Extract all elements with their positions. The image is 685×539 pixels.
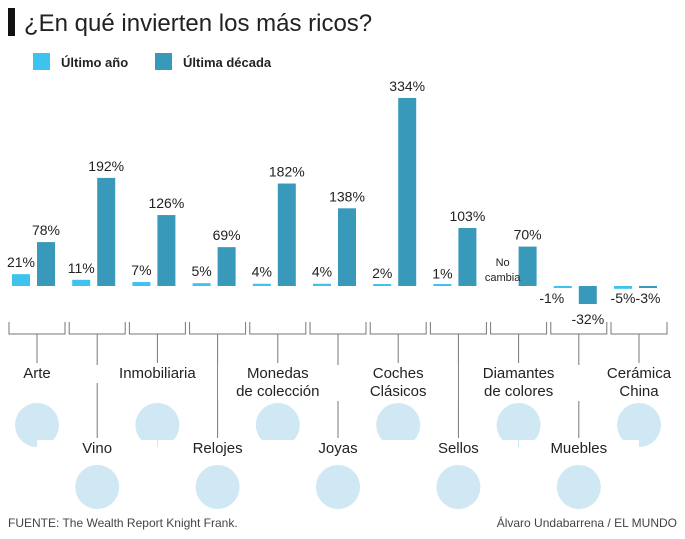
value-label: 103% [449,208,485,224]
category-icon [496,403,541,447]
category-label: Vino [37,440,158,458]
legend-label: Última década [183,55,272,70]
value-label: 2% [372,265,392,281]
bar [553,286,572,288]
category-label: Arte [0,365,97,383]
value-label: 182% [269,164,305,180]
bar [373,284,392,286]
value-label: 192% [88,158,124,174]
bar [97,177,116,286]
bracket [429,322,487,335]
value-label: 7% [131,262,151,278]
category-icon [316,465,360,509]
value-label: 70% [514,227,542,243]
value-label: 21% [7,254,35,270]
bar [132,282,151,286]
legend-swatch [155,53,172,70]
category-label: Cerámica China [579,365,685,401]
value-label: -5% [611,290,636,306]
bar [578,286,597,305]
category-label: Inmobiliaria [97,365,218,383]
bracket [68,322,126,335]
credit: Álvaro Undabarrena / EL MUNDO [497,515,677,530]
category-label: Diamantes de colores [458,365,579,401]
bar [398,97,417,286]
category-icon [376,403,421,447]
value-label: 5% [191,263,211,279]
category-icon [436,465,481,509]
bar [37,242,55,286]
value-label: -32% [571,311,604,327]
bar [338,208,356,286]
category-label: Sellos [398,440,519,458]
value-label: 11% [68,260,95,276]
bracket [128,322,186,335]
bar [518,246,537,286]
value-label: 138% [329,188,365,204]
bar [72,279,91,286]
title-bar [8,8,15,36]
bracket [490,322,548,335]
bar [639,286,657,288]
bracket [610,322,668,335]
category-label: Muebles [518,440,639,458]
bar [192,283,211,286]
value-label: 126% [148,195,184,211]
source: FUENTE: The Wealth Report Knight Frank. [8,516,238,530]
category-label: Monedas de colección [217,365,338,401]
category-label: Coches Clásicos [338,365,459,401]
legend-swatch [33,53,50,70]
value-label: 4% [312,264,332,280]
bar [614,286,632,289]
category-icon [617,403,661,447]
bar [252,283,271,286]
bracket [369,322,427,335]
category-icon [195,465,240,509]
bar [458,228,477,286]
value-label: 1% [432,265,452,281]
bar [217,247,236,286]
value-label: 69% [213,227,241,243]
value-label: 4% [252,264,272,280]
value-label: 334% [389,78,425,94]
bar [157,215,176,286]
legend-label: Último año [61,55,128,70]
bracket [249,322,307,335]
bar [313,283,331,286]
category-icon [135,403,180,447]
value-label: -1% [539,290,564,306]
category-label: Joyas [278,440,398,458]
bar [12,274,30,286]
bar [433,284,452,286]
value-label: No cambia [484,257,521,284]
value-label: 78% [32,222,60,238]
value-label: -3% [636,290,661,306]
category-label: Relojes [157,440,278,458]
category-icon [15,403,59,447]
bracket [8,322,66,335]
category-icon [75,465,120,509]
category-icon [255,403,300,447]
bracket [309,322,367,335]
bar [277,183,296,286]
category-icon [556,465,601,509]
bracket [189,322,247,335]
chart-title: ¿En qué invierten los más ricos? [24,10,372,37]
